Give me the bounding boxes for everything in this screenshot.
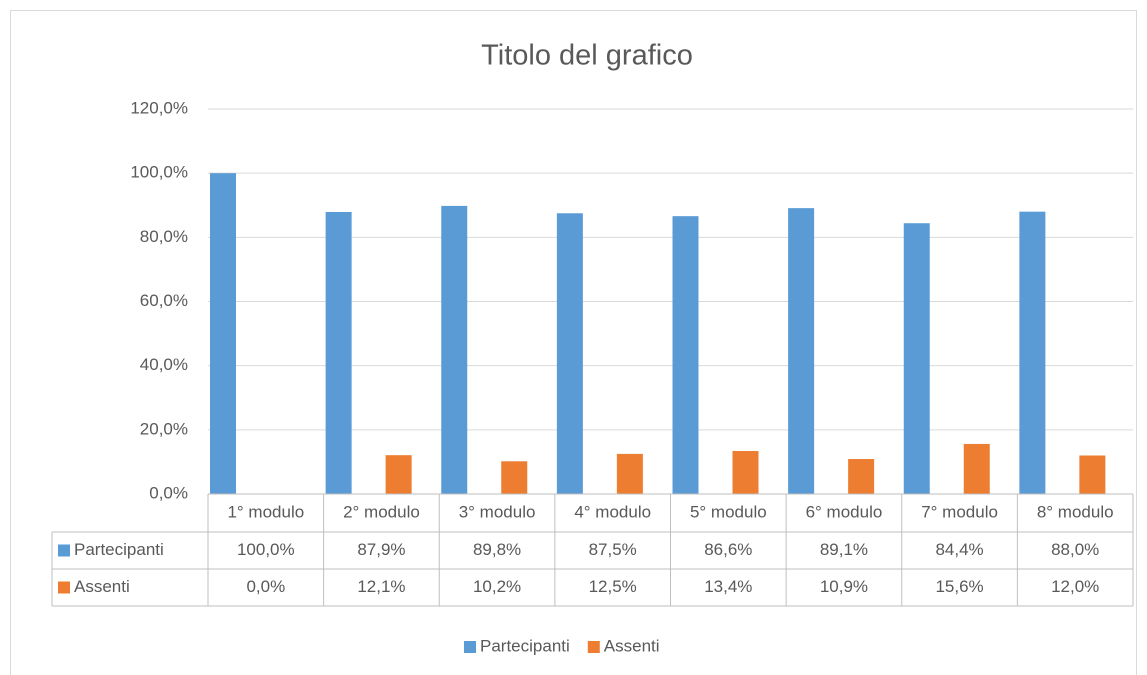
bar xyxy=(788,208,815,494)
bar xyxy=(441,205,468,494)
bar xyxy=(616,453,643,494)
y-tick-label: 40,0% xyxy=(140,355,188,374)
table-row-header: Partecipanti xyxy=(74,540,164,559)
bar xyxy=(963,443,990,494)
bar xyxy=(385,455,412,494)
table-cell: 89,1% xyxy=(820,540,868,559)
table-cell: 15,6% xyxy=(935,577,983,596)
bar xyxy=(1079,455,1106,494)
table-cell: 88,0% xyxy=(1051,540,1099,559)
table-cell: 0,0% xyxy=(246,577,285,596)
bar xyxy=(556,213,583,495)
y-tick-label: 80,0% xyxy=(140,227,188,246)
x-tick-label: 1° modulo xyxy=(227,502,304,521)
bar xyxy=(732,451,759,494)
table-cell: 87,9% xyxy=(357,540,405,559)
x-tick-label: 7° modulo xyxy=(921,502,998,521)
bar xyxy=(210,173,236,494)
y-tick-label: 120,0% xyxy=(130,98,188,117)
table-cell: 10,2% xyxy=(473,577,521,596)
legend-label: Assenti xyxy=(604,636,660,655)
table-swatch xyxy=(58,544,70,557)
bar xyxy=(501,461,528,494)
y-tick-label: 20,0% xyxy=(140,419,188,438)
bar xyxy=(672,216,699,495)
table-cell: 12,1% xyxy=(357,577,405,596)
table-cell: 100,0% xyxy=(237,540,295,559)
bar xyxy=(1019,211,1046,494)
y-tick-label: 100,0% xyxy=(130,163,188,182)
table-cell: 12,0% xyxy=(1051,577,1099,596)
table-row-header: Assenti xyxy=(74,577,130,596)
x-tick-label: 8° modulo xyxy=(1037,502,1114,521)
y-tick-label: 0,0% xyxy=(149,483,188,502)
legend-swatch xyxy=(464,641,476,653)
bar xyxy=(903,223,930,494)
table-cell: 87,5% xyxy=(589,540,637,559)
table-cell: 89,8% xyxy=(473,540,521,559)
bar xyxy=(325,211,352,495)
table-swatch xyxy=(58,581,70,594)
bar xyxy=(848,459,875,494)
x-tick-label: 3° modulo xyxy=(459,502,536,521)
chart-title: Titolo del grafico xyxy=(481,40,693,72)
x-tick-label: 4° modulo xyxy=(574,502,651,521)
table-cell: 84,4% xyxy=(935,540,983,559)
x-tick-label: 6° modulo xyxy=(806,502,883,521)
y-tick-label: 60,0% xyxy=(140,291,188,310)
table-cell: 10,9% xyxy=(820,577,868,596)
table-cell: 13,4% xyxy=(704,577,752,596)
x-tick-label: 2° modulo xyxy=(343,502,420,521)
table-cell: 86,6% xyxy=(704,540,752,559)
table-cell: 12,5% xyxy=(589,577,637,596)
x-tick-label: 5° modulo xyxy=(690,502,767,521)
legend-swatch xyxy=(587,641,600,653)
legend-label: Partecipanti xyxy=(480,636,570,655)
